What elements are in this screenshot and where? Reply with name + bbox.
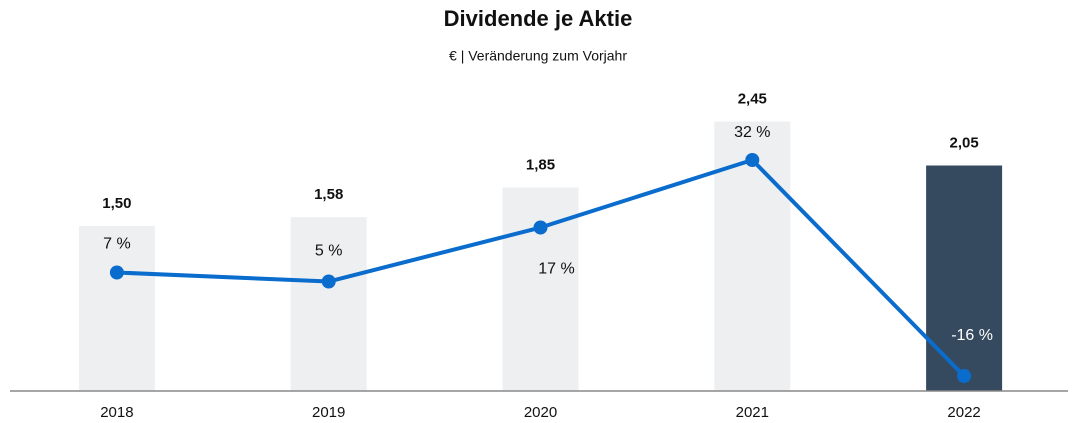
- line-value-label: 5 %: [315, 243, 343, 260]
- bar-value-label: 1,50: [102, 195, 131, 212]
- bar: [926, 165, 1003, 391]
- line-point: [533, 220, 548, 235]
- x-tick-label: 2021: [736, 404, 769, 421]
- x-tick-label: 2018: [100, 404, 133, 421]
- chart-title: Dividende je Aktie: [444, 6, 633, 31]
- x-tick-label: 2020: [524, 404, 557, 421]
- bar-value-label: 2,45: [738, 90, 767, 107]
- x-tick-label: 2022: [947, 404, 980, 421]
- chart-subtitle: € | Veränderung zum Vorjahr: [449, 48, 627, 64]
- bar-value-label: 2,05: [949, 134, 978, 151]
- line-point: [321, 274, 336, 289]
- bar: [78, 226, 155, 391]
- bar-value-label: 1,85: [526, 156, 555, 173]
- bar: [290, 217, 367, 391]
- line-value-label: 32 %: [734, 124, 770, 141]
- x-tick-label: 2019: [312, 404, 345, 421]
- line-point: [745, 153, 760, 168]
- line-value-label: 7 %: [103, 236, 131, 253]
- line-value-label: -16 %: [951, 327, 993, 344]
- line-point: [957, 369, 972, 384]
- bar-value-label: 1,58: [314, 186, 343, 203]
- line-value-label: 17 %: [538, 261, 574, 278]
- line-point: [109, 265, 124, 280]
